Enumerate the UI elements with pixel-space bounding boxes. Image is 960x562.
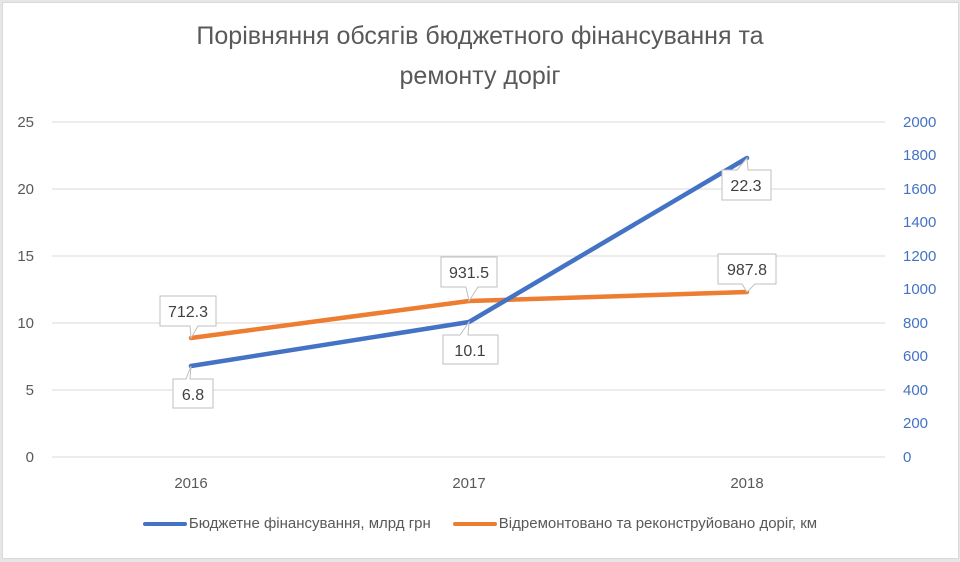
legend-label: Бюджетне фінансування, млрд грн [188,515,431,532]
legend: Бюджетне фінансування, млрд грн Відремон… [0,515,960,532]
svg-text:712.3: 712.3 [168,304,208,321]
x-tick: 2017 [452,475,485,492]
data-label-budget-2018: 22.3 [721,156,772,201]
chart-title-line-1: Порівняння обсягів бюджетного фінансуван… [196,22,764,50]
y-right-tick: 400 [903,382,928,399]
y-right-tick: 1000 [903,281,936,298]
legend-swatch-orange-icon [452,521,497,526]
chart-title-line-2: ремонту доріг [399,62,561,90]
data-label-budget-2017: 10.1 [442,320,499,365]
y-right-tick: 200 [903,415,928,432]
x-tick: 2016 [174,475,207,492]
y-right-tick: 0 [903,449,911,466]
y-right-tick: 1200 [903,248,936,265]
y-right-tick: 1800 [903,147,936,164]
y-left-tick: 15 [17,248,34,265]
svg-text:931.5: 931.5 [449,265,489,282]
y-right-tick: 1600 [903,181,936,198]
svg-text:10.1: 10.1 [454,343,485,360]
data-label-roads-2017: 931.5 [440,256,498,303]
data-label-roads-2016: 712.3 [159,295,217,340]
svg-text:6.8: 6.8 [182,387,204,404]
y-right-tick: 800 [903,315,928,332]
y-axis-left: 0 5 10 15 20 25 [17,114,34,466]
y-right-tick: 600 [903,348,928,365]
svg-text:22.3: 22.3 [730,178,761,195]
y-left-tick: 0 [26,449,34,466]
legend-label: Відремонтовано та реконструйовано доріг,… [498,515,818,532]
y-right-tick: 2000 [903,114,936,131]
legend-item-roads[interactable]: Відремонтовано та реконструйовано доріг,… [452,515,818,532]
data-label-roads-2018: 987.8 [717,253,777,293]
svg-text:987.8: 987.8 [727,262,767,279]
y-left-tick: 25 [17,114,34,131]
y-right-tick: 1400 [903,214,936,231]
y-left-tick: 5 [26,382,34,399]
x-axis: 2016 2017 2018 [174,475,763,492]
chart-title: Порівняння обсягів бюджетного фінансуван… [0,16,960,96]
x-tick: 2018 [730,475,763,492]
y-left-tick: 10 [17,315,34,332]
y-left-tick: 20 [17,181,34,198]
legend-swatch-blue-icon [142,521,187,526]
y-axis-right: 0 200 400 600 800 1000 1200 1400 1600 18… [903,114,936,466]
legend-item-budget[interactable]: Бюджетне фінансування, млрд грн [142,515,431,532]
data-label-budget-2016: 6.8 [172,365,214,409]
